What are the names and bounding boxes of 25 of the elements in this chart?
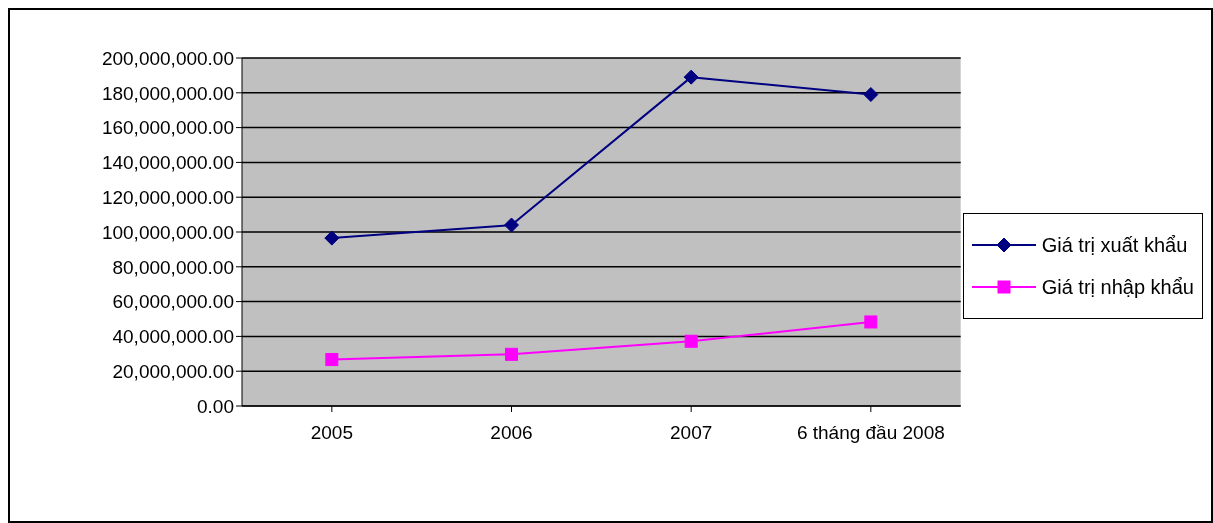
y-tick-label: 80,000,000.00: [112, 256, 234, 278]
point: [325, 353, 339, 367]
x-tick-label: 2006: [490, 422, 533, 444]
point: [683, 69, 699, 85]
point: [864, 315, 878, 329]
point: [684, 334, 698, 348]
x-tick-label: 2007: [670, 422, 713, 444]
point: [324, 230, 340, 246]
y-tick-label: 200,000,000.00: [101, 47, 234, 69]
x-tick-label: 2005: [310, 422, 353, 444]
x-tick-label: 6 tháng đầu 2008: [796, 422, 945, 444]
y-tick-label: 20,000,000.00: [112, 360, 234, 382]
y-tick-label: 0.00: [197, 395, 234, 417]
legend-label: Giá trị xuất khẩu: [1041, 232, 1188, 258]
y-tick-label: 100,000,000.00: [101, 221, 234, 243]
point: [504, 217, 519, 233]
point: [863, 87, 879, 103]
point: [505, 347, 518, 361]
y-tick-label: 160,000,000.00: [101, 117, 234, 139]
legend-label: Giá trị nhập khẩu: [1041, 274, 1194, 300]
y-tick-label: 60,000,000.00: [112, 291, 234, 313]
y-tick-label: 40,000,000.00: [112, 326, 234, 348]
y-tick-label: 180,000,000.00: [101, 82, 234, 104]
y-tick-label: 120,000,000.00: [101, 186, 234, 208]
y-tick-label: 140,000,000.00: [101, 152, 234, 174]
